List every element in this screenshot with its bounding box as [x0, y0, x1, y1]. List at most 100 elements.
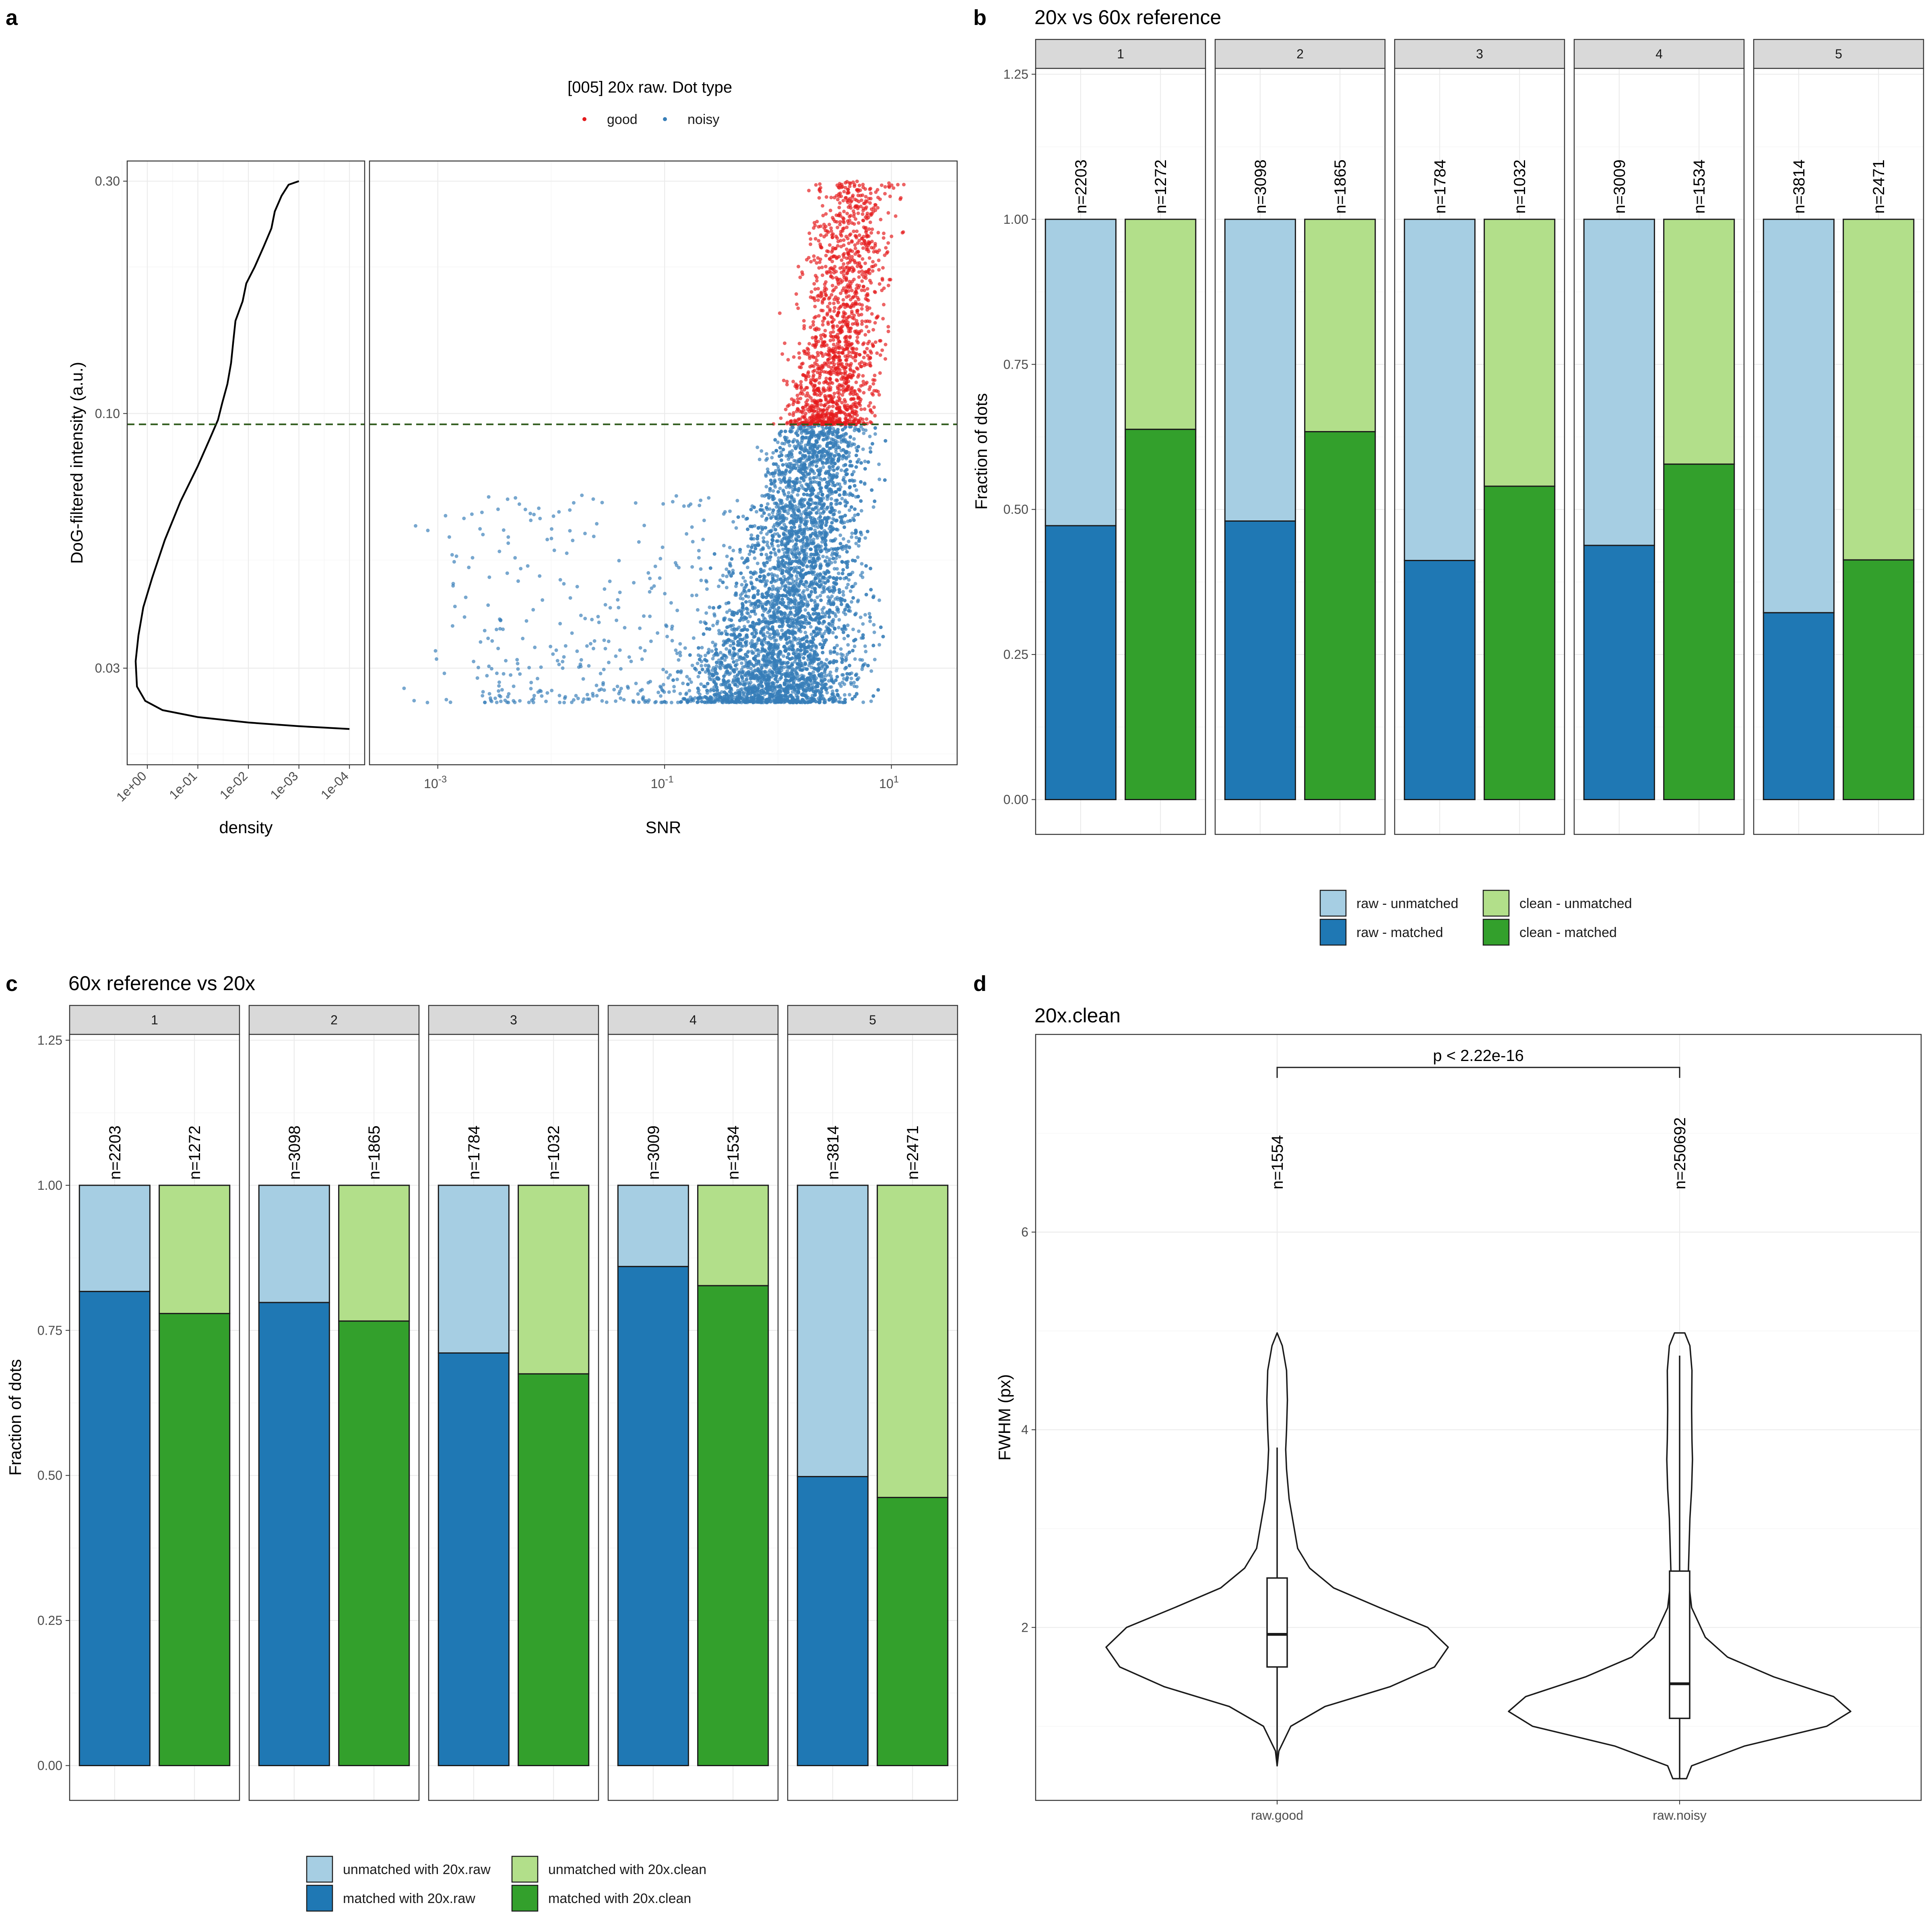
scatter-point-noisy: [822, 433, 826, 437]
scatter-point-noisy: [728, 545, 732, 549]
scatter-point-noisy: [840, 497, 844, 501]
scatter-point-noisy: [835, 644, 839, 648]
scatter-point-noisy: [838, 555, 842, 559]
scatter-point-noisy: [796, 648, 800, 652]
scatter-point-noisy: [824, 581, 827, 585]
scatter-point-noisy: [798, 582, 802, 586]
scatter-point-noisy: [774, 553, 778, 557]
scatter-point-noisy: [717, 632, 721, 636]
scatter-point-noisy: [729, 618, 733, 622]
scatter-point-noisy: [853, 613, 857, 617]
scatter-point-noisy: [771, 451, 775, 455]
scatter-point-noisy: [741, 694, 745, 698]
scatter-point-noisy: [877, 643, 881, 647]
scatter-point-noisy: [810, 460, 814, 464]
scatter-point-noisy: [730, 612, 734, 616]
scatter-point-noisy: [805, 538, 809, 542]
scatter-point-noisy: [807, 451, 811, 455]
scatter-point-noisy: [774, 528, 778, 532]
scatter-point-noisy: [718, 651, 722, 654]
scatter-point-noisy: [824, 426, 828, 430]
scatter-point-noisy: [856, 495, 860, 498]
scatter-point-noisy: [844, 612, 847, 616]
scatter-point-noisy: [745, 611, 749, 615]
scatter-point-noisy: [771, 489, 775, 493]
scatter-point-noisy: [748, 615, 752, 619]
scatter-point-noisy: [787, 652, 791, 656]
scatter-point-noisy: [700, 667, 704, 671]
scatter-point-noisy: [752, 505, 756, 509]
scatter-point-noisy: [773, 566, 777, 570]
scatter-point-noisy: [811, 455, 815, 459]
scatter-point-noisy: [844, 457, 848, 460]
scatter-point-noisy: [835, 518, 839, 522]
scatter-point-noisy: [873, 658, 877, 662]
scatter-point-noisy: [857, 537, 861, 541]
scatter-point-noisy: [804, 520, 808, 524]
scatter-point-noisy: [784, 569, 788, 573]
scatter-point-noisy: [827, 432, 831, 436]
scatter-point-noisy: [743, 682, 747, 686]
scatter-point-noisy: [784, 674, 788, 678]
scatter-point-noisy: [780, 628, 784, 632]
scatter-point-noisy: [819, 598, 823, 602]
scatter-point-noisy: [797, 535, 801, 539]
scatter-point-noisy: [724, 567, 729, 571]
scatter-point-noisy: [747, 552, 751, 556]
density-x-axis-title: density: [219, 818, 272, 837]
scatter-point-noisy: [799, 677, 803, 680]
scatter-point-noisy: [797, 556, 801, 560]
scatter-point-noisy: [754, 602, 758, 606]
scatter-point-noisy: [781, 505, 785, 509]
scatter-point-noisy: [762, 561, 766, 565]
scatter-point-noisy: [795, 625, 799, 629]
scatter-point-noisy: [801, 486, 805, 490]
scatter-point-noisy: [815, 657, 819, 661]
scatter-point-noisy: [815, 595, 819, 599]
scatter-point-noisy: [797, 552, 801, 556]
scatter-point-noisy: [819, 564, 823, 568]
scatter-point-noisy: [843, 693, 847, 697]
scatter-point-noisy: [807, 506, 811, 510]
scatter-point-noisy: [832, 567, 836, 571]
scatter-point-noisy: [769, 516, 773, 520]
scatter-point-noisy: [798, 559, 802, 563]
scatter-point-noisy: [773, 645, 777, 649]
scatter-point-noisy: [803, 617, 807, 621]
scatter-point-noisy: [770, 670, 774, 674]
scatter-point-noisy: [881, 635, 885, 639]
scatter-point-noisy: [758, 508, 762, 512]
scatter-point-noisy: [770, 592, 774, 597]
scatter-point-noisy: [693, 667, 697, 671]
scatter-point-noisy: [802, 492, 806, 496]
scatter-point-noisy: [860, 562, 864, 566]
scatter-point-noisy: [756, 667, 760, 671]
scatter-point-noisy: [724, 647, 729, 651]
scatter-point-noisy: [816, 689, 820, 693]
scatter-point-noisy: [813, 644, 817, 648]
scatter-point-noisy: [732, 642, 735, 646]
scatter-point-noisy: [841, 568, 845, 572]
scatter-point-noisy: [772, 632, 776, 636]
scatter-point-noisy: [744, 600, 748, 604]
density-plot-background: [127, 161, 365, 765]
density-x-tick-label: 1e-04: [318, 768, 351, 802]
scatter-point-noisy: [760, 642, 764, 646]
scatter-point-noisy: [768, 609, 772, 613]
scatter-point-noisy: [796, 493, 800, 497]
scatter-point-noisy: [777, 617, 781, 621]
scatter-point-noisy: [843, 608, 847, 612]
scatter-point-noisy: [842, 682, 846, 686]
scatter-point-noisy: [848, 479, 852, 483]
panel-a-legend-title: [005] 20x raw. Dot type: [568, 78, 732, 96]
scatter-point-noisy: [802, 699, 806, 703]
scatter-point-noisy: [819, 661, 824, 665]
scatter-point-noisy: [825, 484, 829, 488]
scatter-point-noisy: [791, 700, 795, 704]
scatter-point-noisy: [768, 558, 772, 562]
scatter-point-noisy: [777, 534, 781, 538]
scatter-point-noisy: [832, 646, 836, 650]
scatter-point-noisy: [710, 649, 714, 653]
scatter-point-noisy: [868, 615, 872, 619]
scatter-point-noisy: [760, 684, 764, 688]
